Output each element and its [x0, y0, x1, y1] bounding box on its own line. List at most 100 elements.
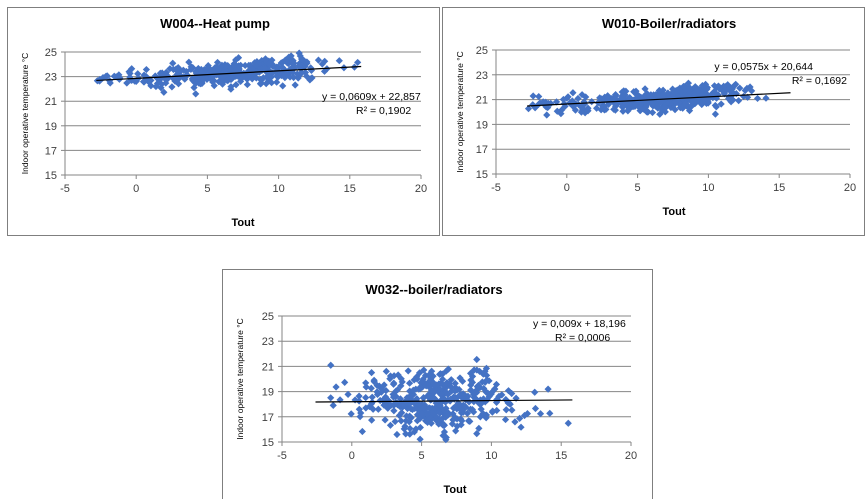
data-point: [698, 87, 706, 96]
y-axis-label: Indoor operative temperature °C: [20, 53, 30, 175]
data-point: [674, 90, 683, 99]
data-point: [654, 103, 663, 111]
data-point: [409, 398, 417, 406]
data-point: [453, 386, 461, 394]
data-point: [498, 391, 506, 399]
data-point: [301, 68, 310, 77]
data-point: [261, 64, 269, 72]
data-point: [676, 87, 685, 95]
data-point: [228, 72, 236, 80]
chart-title: W010-Boiler/radiators: [602, 16, 736, 31]
data-point: [628, 101, 636, 109]
data-point: [482, 411, 490, 419]
x-tick-label: 5: [419, 450, 425, 462]
data-point: [283, 59, 291, 67]
data-point: [666, 99, 674, 107]
data-point: [172, 75, 180, 83]
y-tick-label: 19: [262, 387, 274, 399]
trendline: [96, 65, 362, 82]
data-point: [368, 416, 376, 424]
data-point: [273, 78, 281, 86]
data-point: [300, 56, 308, 64]
data-point: [367, 368, 376, 377]
data-point: [243, 80, 251, 89]
x-tick-label: 10: [272, 183, 284, 195]
data-point: [698, 81, 707, 90]
data-point: [215, 78, 223, 86]
data-point: [185, 58, 193, 66]
data-point: [656, 110, 664, 118]
data-point: [295, 49, 303, 57]
data-point: [166, 65, 174, 73]
x-axis-label: Tout: [443, 484, 466, 496]
data-point: [502, 406, 510, 414]
data-point: [504, 387, 513, 395]
data-point: [357, 409, 365, 417]
data-point: [725, 93, 733, 101]
data-point: [96, 75, 104, 84]
data-point: [732, 80, 740, 88]
y-axis-label: Indoor operative temperature °C: [235, 318, 245, 440]
data-point: [401, 422, 409, 430]
data-point: [218, 61, 226, 69]
data-point: [444, 390, 452, 398]
data-point: [418, 409, 426, 417]
data-point: [213, 58, 222, 67]
data-point: [698, 98, 706, 106]
data-point: [362, 394, 370, 402]
x-tick-label: -5: [60, 183, 70, 195]
data-point: [448, 420, 456, 428]
data-point: [381, 393, 390, 401]
data-point: [169, 59, 177, 67]
data-point: [273, 63, 281, 72]
data-point: [429, 409, 437, 417]
data-point: [531, 388, 539, 396]
data-point: [489, 407, 497, 415]
data-point: [278, 58, 287, 66]
data-point: [588, 97, 596, 106]
data-point: [618, 103, 626, 111]
y-tick-label: 15: [262, 437, 274, 449]
data-point: [720, 82, 728, 90]
data-point: [174, 80, 183, 88]
y-tick-label: 21: [476, 95, 488, 107]
data-point: [535, 92, 543, 101]
data-point: [642, 103, 650, 111]
data-point: [151, 72, 159, 80]
data-point: [190, 77, 198, 85]
data-point: [467, 381, 475, 389]
x-axis-label: Tout: [231, 217, 254, 229]
data-point: [259, 74, 267, 82]
y-tick-label: 15: [476, 169, 488, 181]
data-point: [479, 410, 487, 418]
x-tick-label: 5: [204, 183, 210, 195]
y-tick-label: 23: [476, 70, 488, 82]
data-point: [410, 428, 418, 436]
data-point: [647, 91, 655, 99]
data-point: [584, 104, 592, 112]
data-point: [232, 56, 240, 64]
data-point: [473, 355, 481, 364]
data-point: [232, 66, 240, 74]
data-point: [580, 100, 589, 108]
data-point: [262, 80, 270, 88]
data-point: [716, 83, 724, 91]
data-point: [718, 86, 726, 95]
data-point: [517, 423, 525, 431]
trendline: [315, 399, 573, 403]
data-point: [405, 379, 414, 387]
data-point: [743, 84, 751, 92]
data-point: [632, 87, 640, 95]
data-point: [564, 419, 572, 427]
y-tick-label: 21: [262, 361, 274, 373]
data-point: [153, 79, 162, 88]
data-point: [196, 80, 205, 88]
data-point: [740, 92, 748, 101]
data-point: [411, 404, 419, 413]
data-point: [413, 395, 421, 403]
data-point: [318, 60, 326, 68]
data-point: [481, 367, 489, 376]
data-point: [296, 52, 304, 60]
data-point: [314, 56, 323, 64]
data-point: [147, 82, 155, 90]
